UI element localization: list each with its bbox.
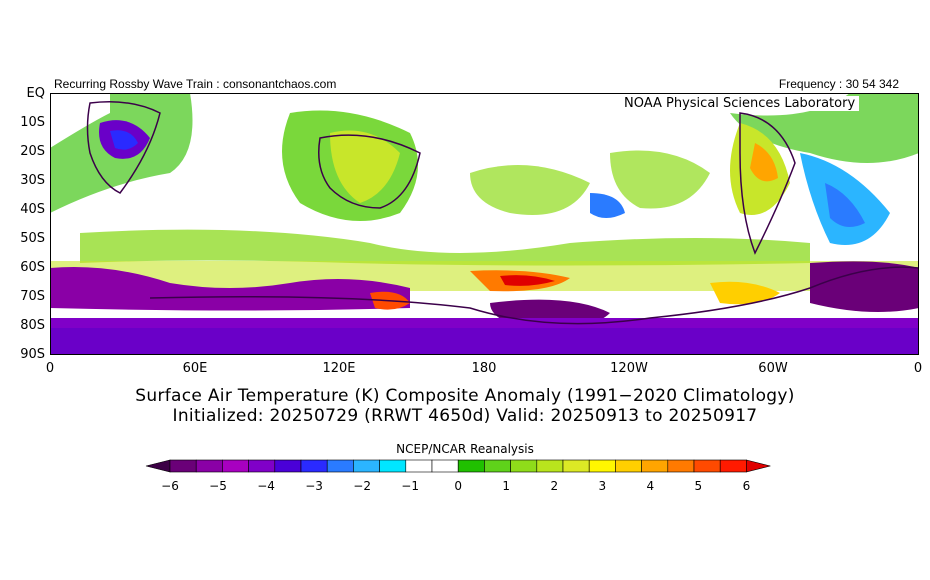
anomaly-map	[50, 93, 919, 355]
map-title-line2: Initialized: 20250729 (RRWT 4650d) Valid…	[172, 406, 758, 426]
colorbar	[145, 459, 771, 473]
colorbar-cell	[248, 459, 276, 473]
colorbar-cell	[641, 459, 669, 473]
lab-label: NOAA Physical Sciences Laboratory	[620, 96, 860, 111]
colorbar-cell	[693, 459, 721, 473]
colorbar-cell	[169, 459, 197, 473]
colorbar-cell	[719, 459, 747, 473]
credit-text: Recurring Rossby Wave Train : consonantc…	[54, 77, 337, 91]
colorbar-cell	[667, 459, 695, 473]
lat-label: 30S	[20, 173, 45, 188]
lat-label: 10S	[20, 115, 45, 130]
colorbar-cell	[353, 459, 380, 473]
colorbar-cell	[457, 459, 485, 473]
lat-label: 80S	[20, 318, 45, 333]
colorbar-label: −4	[257, 479, 275, 493]
colorbar-label: −1	[401, 479, 419, 493]
lat-label: EQ	[26, 86, 45, 101]
colorbar-label: −3	[305, 479, 323, 493]
colorbar-end-low	[145, 459, 171, 473]
colorbar-cell	[300, 459, 328, 473]
lon-label: 0	[913, 361, 923, 376]
lon-label: 60W	[758, 361, 788, 376]
colorbar-label: 6	[742, 479, 751, 493]
colorbar-label: 3	[598, 479, 607, 493]
colorbar-cell	[484, 459, 511, 473]
lon-label: 0	[45, 361, 55, 376]
lat-label: 40S	[20, 202, 45, 217]
dataset-label: NCEP/NCAR Reanalysis	[396, 442, 534, 456]
lon-label: 60E	[182, 361, 208, 376]
colorbar-cell	[510, 459, 538, 473]
colorbar-cell	[405, 459, 433, 473]
lat-label: 70S	[20, 289, 45, 304]
colorbar-cell	[326, 459, 354, 473]
colorbar-label: −6	[161, 479, 179, 493]
colorbar-cell	[379, 459, 407, 473]
lon-label: 180	[471, 361, 497, 376]
colorbar-cell	[536, 459, 564, 473]
colorbar-label: −5	[209, 479, 227, 493]
colorbar-label: 1	[502, 479, 511, 493]
colorbar-cell	[562, 459, 590, 473]
lat-label: 50S	[20, 231, 45, 246]
lon-label: 120W	[610, 361, 648, 376]
lat-label: 20S	[20, 144, 45, 159]
colorbar-cell	[195, 459, 223, 473]
frequency-text: Frequency : 30 54 342	[778, 77, 899, 91]
colorbar-label: 5	[694, 479, 703, 493]
colorbar-cell	[222, 459, 249, 473]
colorbar-label: 0	[454, 479, 462, 493]
colorbar-cell	[274, 459, 302, 473]
colorbar-cell	[431, 459, 459, 473]
colorbar-label: 2	[550, 479, 559, 493]
lat-label: 90S	[20, 347, 45, 362]
colorbar-label: 4	[646, 479, 655, 493]
lon-label: 120E	[322, 361, 356, 376]
lat-label: 60S	[20, 260, 45, 275]
colorbar-cell	[615, 459, 642, 473]
map-title-line1: Surface Air Temperature (K) Composite An…	[135, 386, 795, 406]
colorbar-label: −2	[353, 479, 371, 493]
colorbar-cell	[588, 459, 616, 473]
colorbar-end-high	[746, 459, 771, 473]
